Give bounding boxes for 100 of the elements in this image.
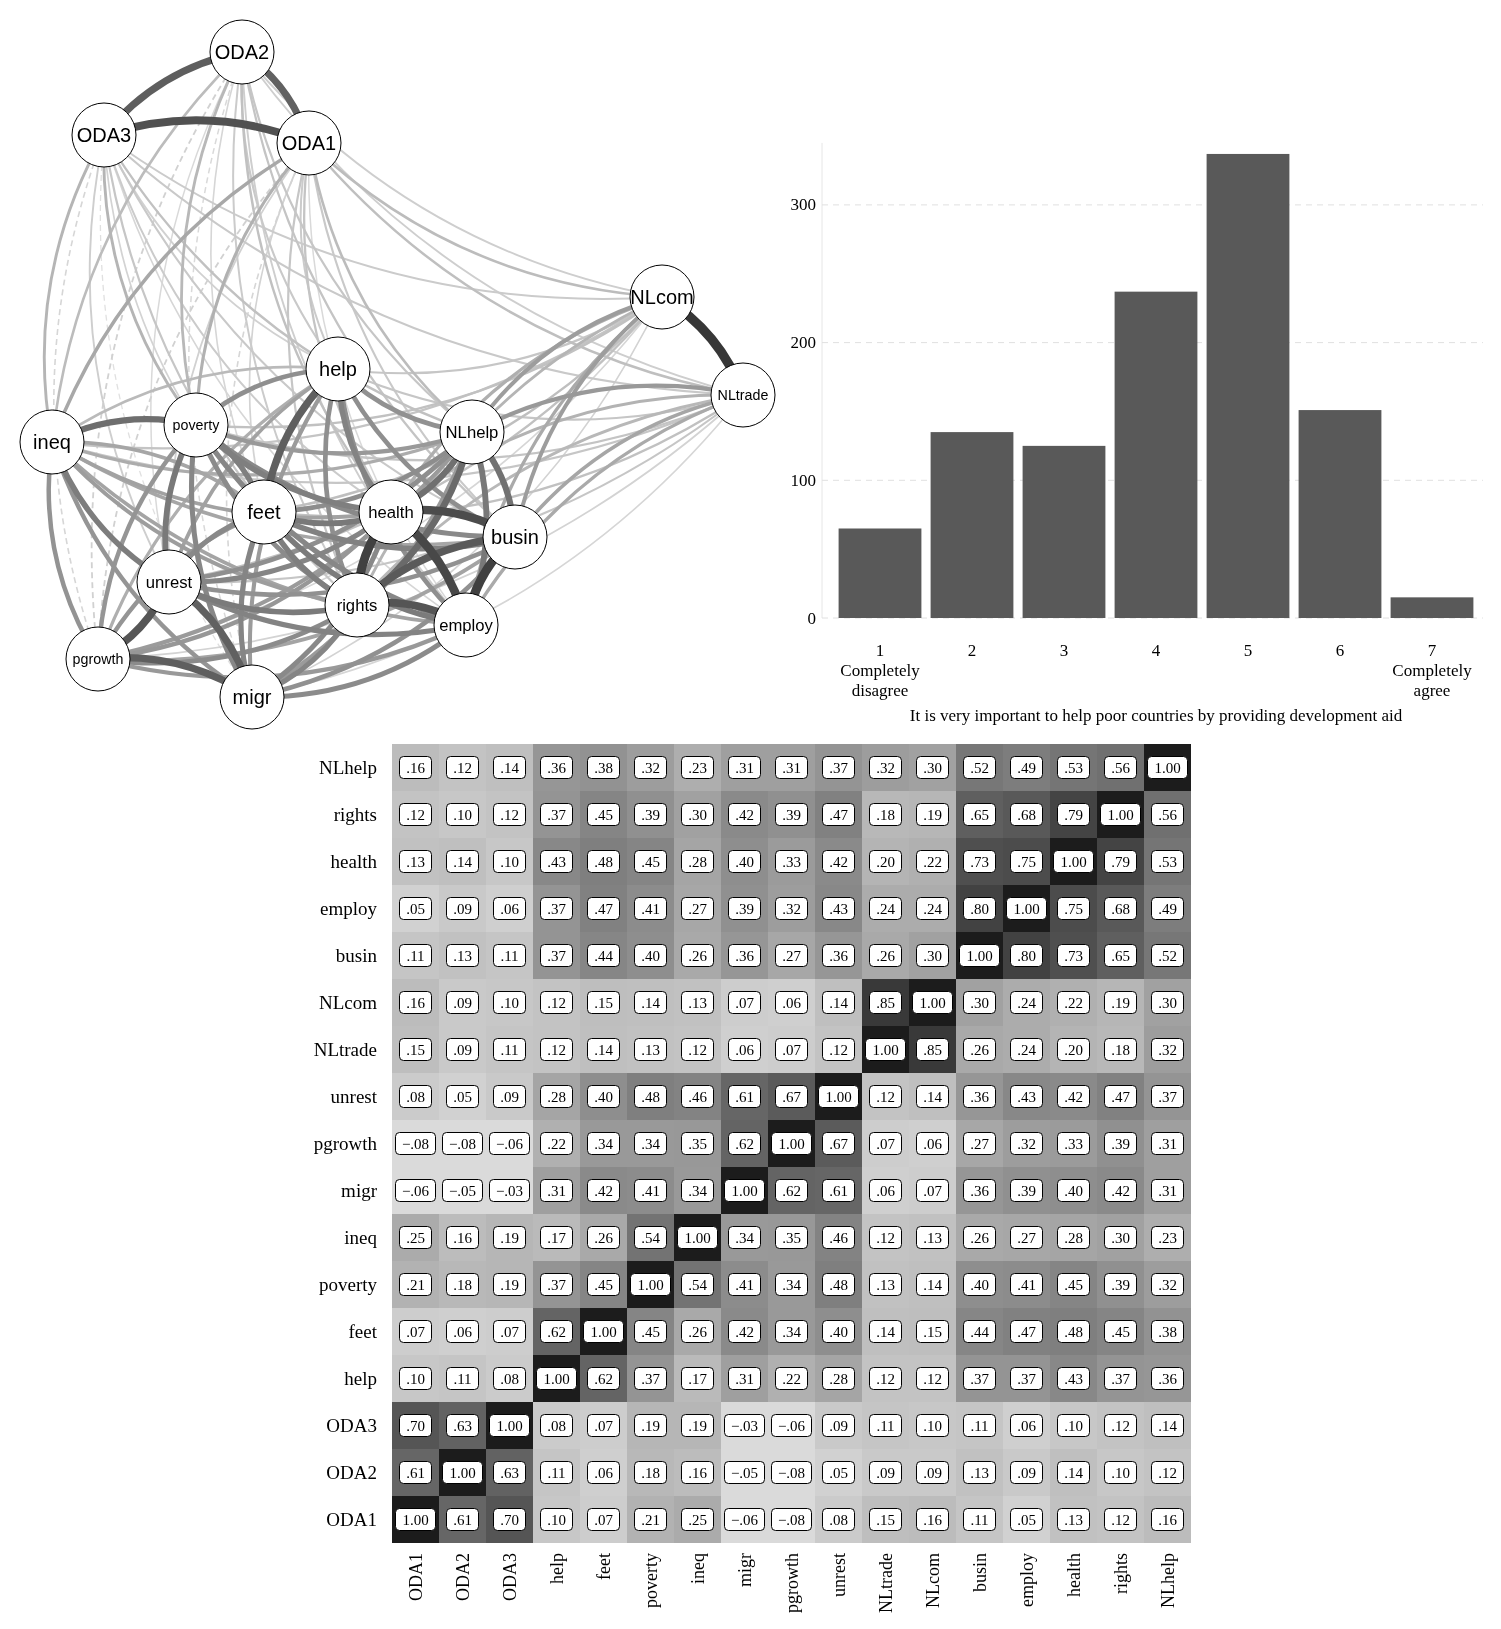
data-label: .46 (688, 1088, 708, 1105)
data-label: 1.00 (778, 1135, 805, 1152)
data-label: .13 (876, 1276, 895, 1293)
category-label: NLhelp (445, 422, 499, 442)
category-label: poverty (172, 417, 221, 433)
data-label: .30 (1158, 994, 1177, 1011)
data-label: .85 (923, 1041, 942, 1058)
data-label: .53 (1158, 853, 1177, 870)
data-label: .37 (547, 1276, 567, 1293)
data-label: .56 (1111, 759, 1131, 776)
y-tick-label: help (344, 1368, 377, 1389)
data-label: .68 (1017, 806, 1036, 823)
data-label: .42 (1064, 1088, 1083, 1105)
x-tick-label: 1 Completely disagree (840, 641, 921, 700)
data-label: .19 (500, 1276, 519, 1293)
data-label: .40 (970, 1276, 989, 1293)
data-label: .75 (1017, 853, 1036, 870)
data-label: 1.00 (496, 1417, 523, 1434)
data-label: .05 (406, 900, 425, 917)
data-label: .10 (1064, 1417, 1083, 1434)
y-tick-label: feet (348, 1321, 378, 1342)
data-label: .32 (1017, 1135, 1036, 1152)
data-label: .80 (970, 900, 989, 917)
data-label: .15 (876, 1511, 895, 1528)
data-label: .85 (876, 994, 895, 1011)
y-tick-label: ODA1 (326, 1509, 377, 1530)
data-label: .09 (453, 994, 472, 1011)
data-label: .35 (782, 1229, 801, 1246)
x-tick-label: health (1063, 1553, 1084, 1597)
data-label: .08 (547, 1417, 566, 1434)
bar (1390, 597, 1474, 618)
data-label: .47 (829, 806, 849, 823)
data-label: .16 (688, 1464, 708, 1481)
data-label: .46 (829, 1229, 849, 1246)
data-label: .67 (829, 1135, 849, 1152)
data-label: −.05 (730, 1464, 759, 1481)
data-label: .25 (688, 1511, 707, 1528)
data-label: .14 (500, 759, 520, 776)
x-tick-label: ODA3 (499, 1553, 520, 1601)
data-label: .32 (1158, 1041, 1177, 1058)
data-label: .41 (1017, 1276, 1036, 1293)
data-label: .62 (594, 1370, 613, 1387)
data-label: .41 (641, 1182, 660, 1199)
x-axis-title: It is very important to help poor countries by providing development aid (909, 706, 1403, 725)
data-label: 1.00 (825, 1088, 852, 1105)
data-label: .68 (1111, 900, 1130, 917)
data-label: .26 (688, 947, 708, 964)
data-label: .17 (688, 1370, 708, 1387)
data-label: .34 (688, 1182, 708, 1199)
data-label: −.06 (401, 1182, 430, 1199)
data-label: .09 (829, 1417, 848, 1434)
data-label: .41 (735, 1276, 754, 1293)
data-label: .45 (594, 806, 613, 823)
data-label: .12 (876, 1229, 895, 1246)
data-label: .52 (970, 759, 989, 776)
data-label: .28 (1064, 1229, 1083, 1246)
data-label: .38 (1158, 1323, 1177, 1340)
data-label: .24 (1017, 1041, 1037, 1058)
data-label: .08 (500, 1370, 519, 1387)
data-label: .07 (500, 1323, 520, 1340)
data-label: .47 (1111, 1088, 1131, 1105)
data-label: .14 (1064, 1464, 1084, 1481)
data-label: 1.00 (731, 1182, 758, 1199)
data-label: .21 (406, 1276, 425, 1293)
data-label: .11 (500, 947, 519, 964)
data-label: .24 (1017, 994, 1037, 1011)
x-tick-label: busin (969, 1553, 990, 1593)
data-label: .14 (829, 994, 849, 1011)
data-label: .14 (594, 1041, 614, 1058)
data-label: .54 (641, 1229, 661, 1246)
bar (1206, 153, 1290, 618)
data-label: .14 (876, 1323, 896, 1340)
data-label: −.03 (495, 1182, 524, 1199)
data-label: .26 (970, 1229, 990, 1246)
data-label: .33 (1064, 1135, 1083, 1152)
data-label: .07 (782, 1041, 802, 1058)
data-label: .45 (1111, 1323, 1130, 1340)
data-label: −.06 (777, 1417, 806, 1434)
category-label: feet (247, 501, 282, 523)
data-label: .37 (547, 947, 567, 964)
data-label: .37 (829, 759, 849, 776)
data-label: .30 (923, 759, 942, 776)
data-label: .34 (782, 1323, 802, 1340)
data-label: .14 (641, 994, 661, 1011)
data-label: .06 (735, 1041, 755, 1058)
data-label: .26 (876, 947, 896, 964)
data-label: .49 (1158, 900, 1177, 917)
data-label: .08 (406, 1088, 425, 1105)
y-tick-label: pgrowth (313, 1133, 378, 1154)
data-label: .37 (547, 806, 567, 823)
x-tick-label: 5 (1243, 641, 1253, 660)
x-tick-label: 6 (1335, 641, 1345, 660)
data-label: .14 (453, 853, 473, 870)
x-tick-label: 7 Completely agree (1392, 641, 1473, 700)
y-tick-label: rights (333, 804, 377, 825)
y-tick-label: ODA3 (326, 1415, 377, 1436)
data-label: .34 (641, 1135, 661, 1152)
y-tick-label: poverty (318, 1274, 378, 1295)
y-tick-label: unrest (330, 1086, 378, 1107)
data-label: 1.00 (919, 994, 946, 1011)
